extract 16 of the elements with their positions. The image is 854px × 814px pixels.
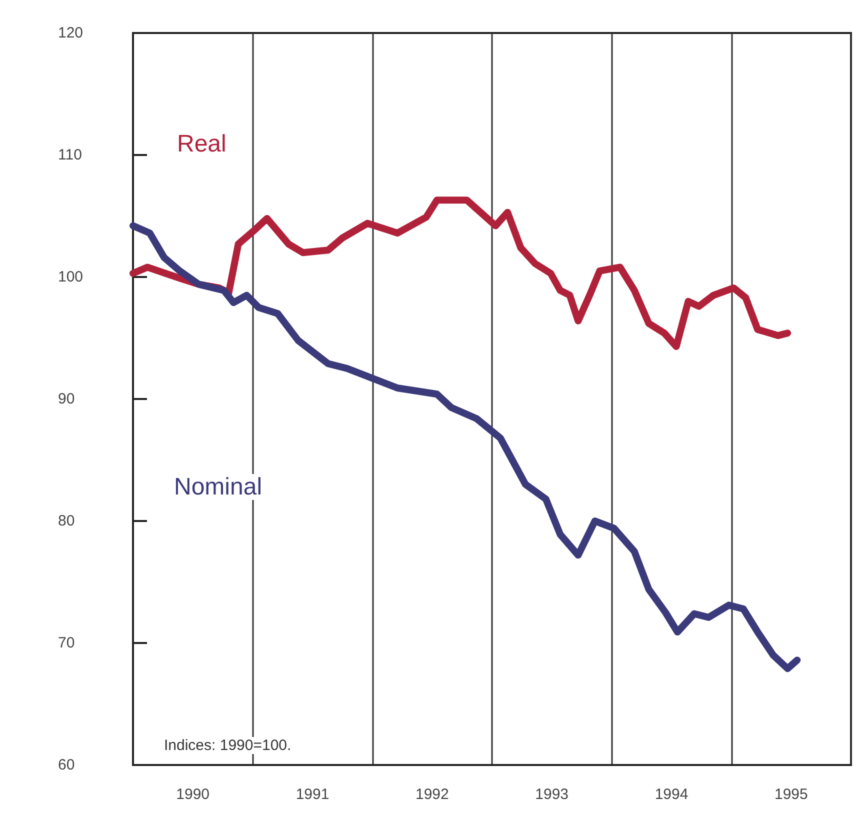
y-tick-label: 120 [58,24,84,42]
x-tick-label: 1993 [535,786,569,803]
x-tick-label: 1992 [415,786,449,803]
x-tick-label: 1995 [774,786,808,803]
x-tick-label: 1994 [654,786,688,803]
y-tick-label: 110 [58,146,82,164]
y-tick-label: 70 [58,634,75,652]
text: Nominal [174,474,262,500]
y-tick-label: 80 [58,512,75,530]
y-tick-label: 60 [58,756,75,774]
x-tick-label: 1991 [296,786,330,803]
x-tick-label: 1990 [176,786,210,803]
y-tick-label: 90 [58,390,75,408]
annotation: Indices: 1990=100. [164,737,292,754]
y-tick-label: 100 [58,268,84,286]
text: Real [177,130,226,158]
